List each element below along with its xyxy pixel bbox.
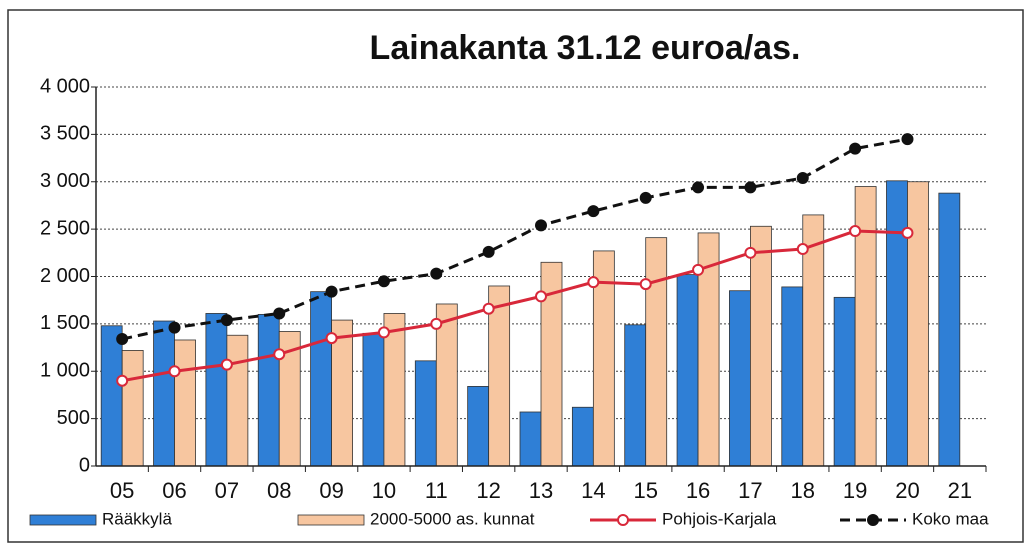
y-tick-label: 2 500 <box>40 217 90 239</box>
x-tick-label: 11 <box>425 478 448 503</box>
point <box>849 225 862 238</box>
bar <box>907 181 929 467</box>
point <box>116 374 129 387</box>
point <box>639 278 652 291</box>
x-tick-label: 16 <box>686 478 710 503</box>
bar <box>226 334 249 467</box>
x-tick-label: 20 <box>895 478 919 503</box>
line <box>121 229 908 383</box>
bar <box>519 411 542 467</box>
chart-border <box>7 9 1024 543</box>
point <box>744 181 757 194</box>
x-tick-label: 15 <box>633 478 657 503</box>
bar <box>310 291 332 467</box>
legend-label: 2000-5000 as. kunnat <box>370 509 535 528</box>
y-tick-label: 0 <box>79 454 90 476</box>
x-tick-label: 10 <box>372 478 396 503</box>
point <box>849 142 862 155</box>
line <box>121 137 908 341</box>
bar <box>750 225 772 467</box>
point <box>482 302 495 315</box>
point <box>901 226 914 239</box>
x-tick-label: 08 <box>267 478 291 503</box>
bar <box>362 332 385 467</box>
bar <box>205 313 228 467</box>
point <box>692 263 705 276</box>
x-tick-label: 17 <box>738 478 762 503</box>
bar <box>100 325 123 467</box>
point <box>535 219 547 232</box>
point <box>377 275 390 288</box>
point <box>587 276 600 289</box>
point <box>377 326 390 339</box>
y-tick-label: 4 000 <box>40 75 90 97</box>
bar <box>467 386 490 467</box>
y-tick-label: 1 000 <box>40 360 90 382</box>
bar <box>886 180 908 467</box>
chart-title: Lainakanta 31.12 euroa/as. <box>370 29 801 67</box>
x-tick-label: 05 <box>110 478 134 503</box>
point <box>535 290 547 303</box>
bar <box>676 274 699 467</box>
x-tick-label: 07 <box>215 478 239 503</box>
point <box>744 246 757 259</box>
bar <box>833 296 856 467</box>
point <box>796 171 809 184</box>
point <box>325 285 338 298</box>
bar <box>645 237 668 467</box>
y-tick-label: 3 500 <box>40 123 90 145</box>
bar <box>174 339 196 467</box>
point <box>796 243 809 256</box>
bar <box>153 320 175 467</box>
bar <box>257 313 280 467</box>
y-tick-label: 1 500 <box>40 312 90 334</box>
point <box>168 321 181 334</box>
bar <box>781 286 804 467</box>
point <box>220 314 233 327</box>
x-tick-label: 13 <box>529 478 553 503</box>
x-tick-label: 14 <box>581 478 605 503</box>
x-tick-label: 21 <box>948 478 972 503</box>
point <box>482 245 495 258</box>
point <box>639 191 652 204</box>
y-tick-label: 500 <box>57 407 90 429</box>
x-tick-label: 06 <box>162 478 186 503</box>
x-tick-label: 19 <box>843 478 867 503</box>
x-tick-label: 18 <box>791 478 815 503</box>
bar <box>571 406 594 467</box>
bar <box>121 350 144 467</box>
y-tick-label: 3 000 <box>40 170 90 192</box>
bar <box>624 324 647 467</box>
point <box>116 333 129 346</box>
legend-label: Rääkkylä <box>102 509 172 528</box>
x-tick-label: 09 <box>319 478 343 503</box>
bar <box>938 192 961 467</box>
point <box>168 365 181 378</box>
point <box>325 332 338 345</box>
legend-label: Koko maa <box>912 509 989 528</box>
legend-swatch <box>29 514 97 526</box>
legend-label: Pohjois-Karjala <box>662 509 777 528</box>
point <box>220 358 233 371</box>
point <box>430 267 443 280</box>
bar <box>729 290 751 467</box>
point <box>901 133 914 146</box>
point <box>430 317 443 330</box>
legend-marker <box>867 514 879 526</box>
point <box>273 307 286 320</box>
point <box>692 181 705 194</box>
y-tick-label: 2 000 <box>40 265 90 287</box>
point <box>273 348 286 361</box>
legend-marker <box>617 514 629 526</box>
point <box>587 205 600 218</box>
x-tick-label: 12 <box>476 478 500 503</box>
bar <box>414 360 437 467</box>
legend-swatch <box>297 514 365 526</box>
